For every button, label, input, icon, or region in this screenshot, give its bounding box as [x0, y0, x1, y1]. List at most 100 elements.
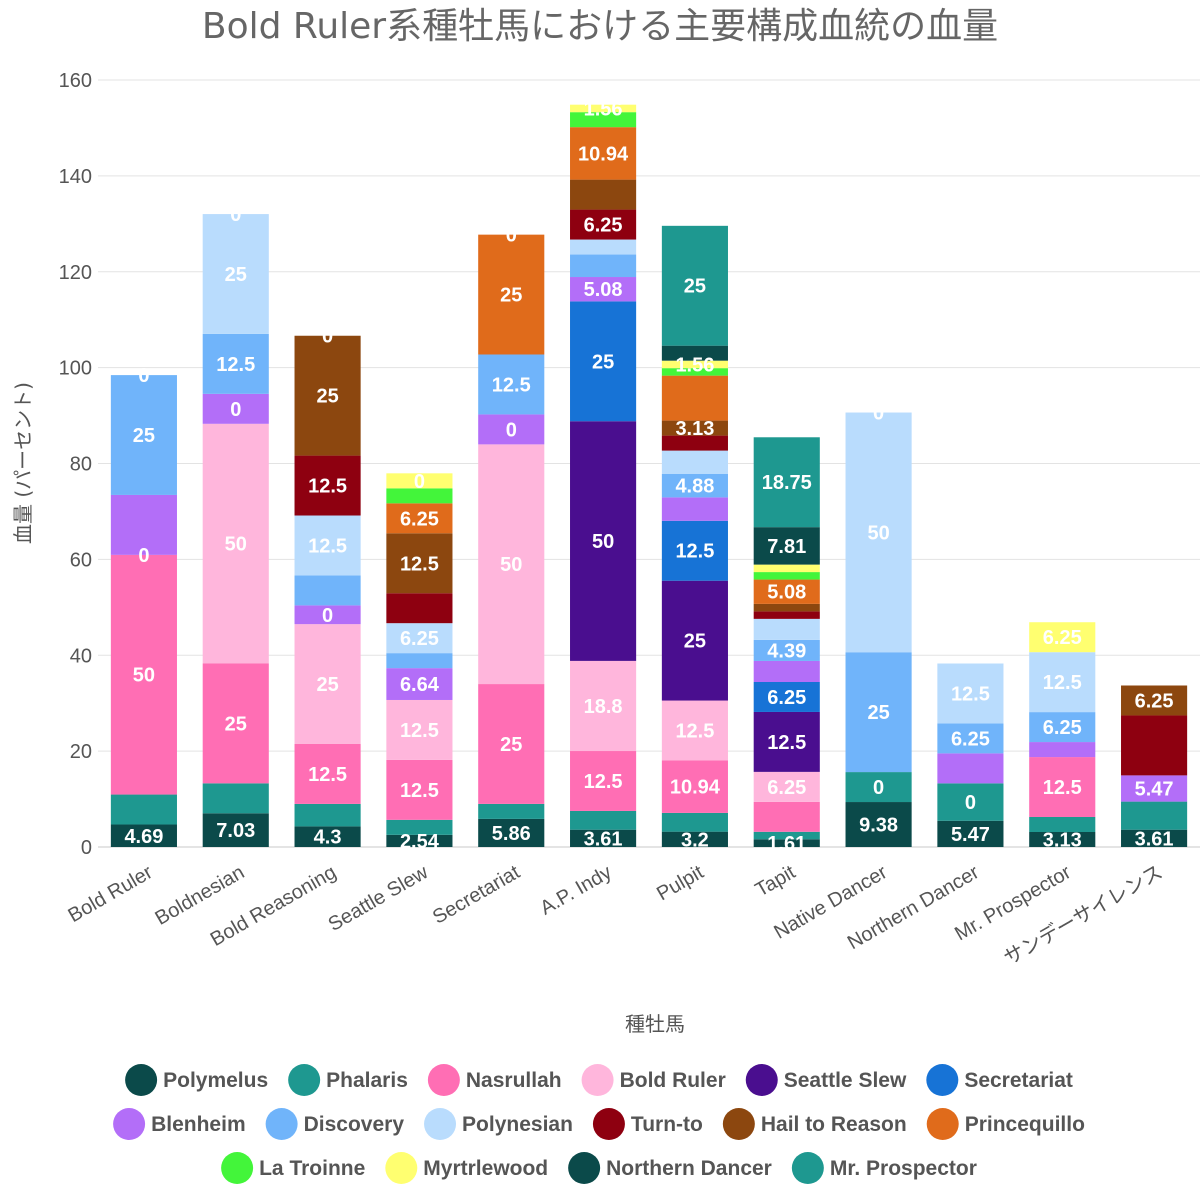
legend-label: Myrtrlewood — [423, 1157, 548, 1180]
bar-segment — [478, 684, 545, 804]
legend-item[interactable]: Blenheim — [113, 1108, 246, 1140]
y-tick-label: 80 — [70, 454, 92, 476]
legend-label: Seattle Slew — [784, 1069, 907, 1092]
data-label: 25 — [500, 285, 522, 307]
data-label: 12.5 — [675, 541, 714, 563]
data-label: 12.5 — [400, 720, 439, 742]
bar-segment — [1029, 831, 1096, 847]
data-label: 3.13 — [1043, 829, 1082, 851]
data-label: 18.75 — [762, 472, 812, 494]
bar-segment — [202, 214, 269, 334]
legend-item[interactable]: Polynesian — [424, 1108, 573, 1140]
legend-label: Bold Ruler — [620, 1069, 726, 1092]
legend-swatch — [722, 1108, 755, 1140]
bar-segment — [661, 345, 728, 361]
bar-segment — [661, 812, 728, 832]
bar-segment — [937, 663, 1004, 724]
legend-swatch — [581, 1064, 614, 1096]
legend-item[interactable]: Bold Ruler — [581, 1064, 726, 1096]
data-label: 1.61 — [767, 833, 806, 855]
legend-swatch — [791, 1152, 824, 1184]
bar-segment — [661, 435, 728, 451]
bar-segment — [386, 819, 453, 835]
data-label: 12.5 — [675, 721, 714, 743]
bar-segment — [570, 829, 637, 847]
legend-label: Turn-to — [631, 1113, 703, 1136]
bar-segment — [937, 723, 1004, 754]
legend-item[interactable]: Turn-to — [592, 1108, 703, 1140]
data-label: 5.47 — [1135, 778, 1174, 800]
x-tick-label: Bold Ruler — [65, 861, 157, 927]
legend-item[interactable]: Secretariat — [926, 1064, 1073, 1096]
bar-segment — [661, 497, 728, 521]
x-tick-label: Pulpit — [653, 861, 708, 905]
bar-segment — [386, 623, 453, 654]
bar-segment — [661, 420, 728, 436]
data-label: 12.5 — [492, 374, 531, 396]
bar-segment — [753, 564, 820, 573]
bar-segment — [478, 234, 545, 355]
data-label: 12.5 — [951, 683, 990, 705]
data-label: 1.56 — [584, 98, 623, 120]
data-label: 7.81 — [767, 536, 806, 558]
data-label: 50 — [867, 522, 889, 544]
bar-segment — [937, 783, 1004, 821]
legend: Polymelus Phalaris Nasrullah Bold Ruler Seat… — [113, 1064, 1085, 1184]
data-label: 0 — [506, 225, 517, 247]
bar-segment — [661, 580, 728, 701]
bar-segment — [294, 455, 361, 516]
legend-swatch — [221, 1152, 254, 1184]
data-label: 0 — [965, 792, 976, 814]
y-tick-label: 40 — [70, 645, 92, 667]
legend-swatch — [926, 1108, 959, 1140]
y-tick-label: 60 — [70, 549, 92, 571]
legend-item[interactable]: Seattle Slew — [745, 1064, 907, 1096]
data-label: 50 — [592, 531, 614, 553]
data-label: 25 — [867, 702, 889, 724]
legend-item[interactable]: Phalaris — [288, 1064, 408, 1096]
legend-item[interactable]: Discovery — [265, 1108, 405, 1140]
y-axis-label: 血量 (パーセント) — [11, 382, 35, 544]
bar-segment — [294, 335, 361, 456]
x-tick-label: サンデーサイレンス — [1000, 860, 1167, 970]
x-axis-label: 種牡馬 — [625, 1012, 685, 1036]
bar-segment — [661, 473, 728, 498]
legend-label: Discovery — [304, 1113, 405, 1136]
legend-item[interactable]: Myrtrlewood — [385, 1152, 548, 1184]
bar-segment — [1121, 715, 1188, 776]
legend-item[interactable]: Princequillo — [926, 1108, 1085, 1140]
legend-item[interactable]: La Troinne — [221, 1152, 365, 1184]
bar-segment — [753, 572, 820, 580]
bar-segment — [386, 503, 453, 534]
bar-segment — [386, 834, 453, 847]
bar-segment — [478, 803, 545, 819]
legend-swatch — [592, 1108, 625, 1140]
bar-segment — [570, 277, 637, 302]
data-label: 6.25 — [1135, 690, 1174, 712]
data-label: 12.5 — [308, 476, 347, 498]
legend-label: Polynesian — [462, 1113, 573, 1136]
data-labels: 4.69 50 0 25 0 7.03 25 50 0 12.5 25 0 4.3 12.5 25 0 12.5… — [124, 98, 1173, 855]
bar-segment — [661, 360, 728, 369]
legend-item[interactable]: Mr. Prospector — [791, 1152, 977, 1184]
data-label: 50 — [500, 554, 522, 576]
legend-item[interactable]: Northern Dancer — [568, 1152, 772, 1184]
data-label: 9.38 — [859, 815, 898, 837]
bar-segment — [294, 605, 361, 625]
bar-segment — [294, 743, 361, 804]
legend-label: Mr. Prospector — [830, 1157, 977, 1180]
legend-label: Nasrullah — [466, 1069, 562, 1092]
legend-item[interactable]: Nasrullah — [427, 1064, 562, 1096]
bar-segment — [661, 520, 728, 581]
legend-item[interactable]: Polymelus — [125, 1064, 268, 1096]
data-label: 6.25 — [767, 777, 806, 799]
data-label: 4.39 — [767, 640, 806, 662]
bar-segment — [1029, 652, 1096, 713]
legend-item[interactable]: Hail to Reason — [722, 1108, 907, 1140]
bar-segment — [386, 488, 453, 504]
bar-segment — [478, 414, 545, 445]
bar-segment — [1029, 712, 1096, 743]
data-label: 12.5 — [308, 535, 347, 557]
legend-label: Phalaris — [326, 1069, 408, 1092]
